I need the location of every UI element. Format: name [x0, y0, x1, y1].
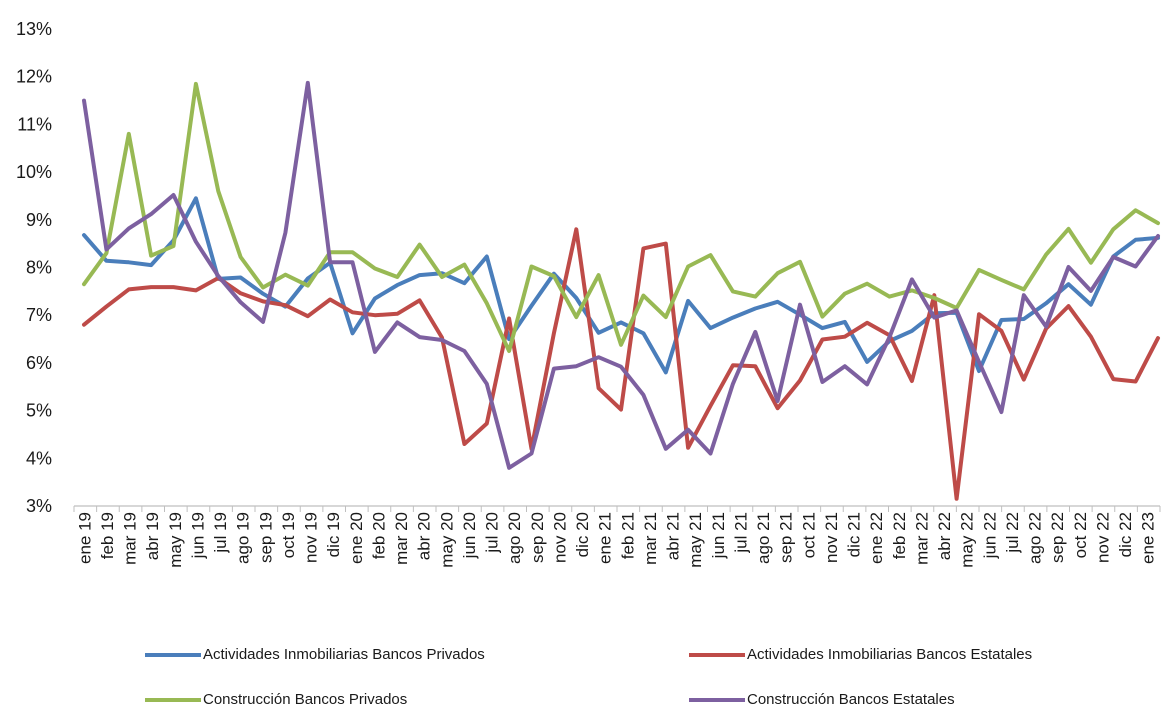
legend: Actividades Inmobiliarias Bancos Privado… [0, 630, 1162, 708]
x-tick-label: jun 20 [460, 512, 479, 559]
x-tick-label: abr 21 [664, 512, 683, 560]
x-tick-label: jul 21 [731, 512, 750, 554]
legend-item-construccion-estatales: Construcción Bancos Estatales [689, 691, 955, 708]
x-tick-label: dic 22 [1116, 512, 1135, 557]
y-tick-label: 13% [16, 19, 52, 39]
x-tick-label: feb 19 [98, 512, 117, 559]
x-tick-label: dic 19 [324, 512, 343, 557]
y-axis: 3% 4% 5% 6% 7% 8% 9% 10% 11% 12% 13% [16, 19, 52, 516]
y-tick-label: 8% [26, 258, 52, 278]
x-tick-label: nov 20 [550, 512, 569, 563]
x-tick-label: ago 19 [234, 512, 253, 564]
legend-swatch [689, 652, 745, 657]
x-tick-label: sep 19 [256, 512, 275, 563]
x-tick-label: ene 20 [347, 512, 366, 564]
x-tick-label: feb 21 [618, 512, 637, 559]
legend-swatch [689, 697, 745, 702]
x-tick-label: dic 21 [845, 512, 864, 557]
x-tick-label: jul 22 [1003, 512, 1022, 554]
y-tick-label: 3% [26, 496, 52, 516]
x-tick-label: may 20 [437, 512, 456, 568]
y-tick-label: 6% [26, 353, 52, 373]
y-tick-label: 7% [26, 305, 52, 325]
series-line-3 [82, 80, 1160, 470]
legend-item-actividades-estatales: Actividades Inmobiliarias Bancos Estatal… [689, 646, 1032, 663]
x-tick-label: may 19 [166, 512, 185, 568]
x-tick-label: ene 21 [596, 512, 615, 564]
y-tick-label: 9% [26, 210, 52, 230]
x-tick-label: jun 19 [188, 512, 207, 559]
y-tick-label: 10% [16, 162, 52, 182]
x-tick-label: sep 20 [528, 512, 547, 563]
line-chart: 3%4%5%6%7%8%9%10%11%12%13% ene 19 feb 19 m… [16, 19, 1161, 568]
x-tick-label: feb 22 [890, 512, 909, 559]
series-line-0 [82, 196, 1160, 375]
x-tick-label: may 21 [686, 512, 705, 568]
legend-label: Construcción Bancos Estatales [747, 691, 955, 708]
x-tick-label: may 22 [958, 512, 977, 568]
legend-item-actividades-privados: Actividades Inmobiliarias Bancos Privado… [145, 646, 485, 663]
x-tick-label: ago 21 [754, 512, 773, 564]
x-tick-label: ago 22 [1026, 512, 1045, 564]
x-tick-label: ene 23 [1139, 512, 1158, 564]
x-tick-label: mar 20 [392, 512, 411, 565]
x-tick-label: abr 19 [143, 512, 162, 560]
y-tick-label: 11% [17, 114, 52, 134]
x-tick-label: sep 22 [1048, 512, 1067, 563]
x-axis: ene 19 feb 19 mar 19 abr 19 may 19 jun 19 jul … [73, 505, 1161, 568]
y-tick-label: 4% [26, 448, 52, 468]
series-layer [82, 80, 1160, 501]
legend-label: Actividades Inmobiliarias Bancos Privado… [203, 646, 485, 663]
y-tick-label: 5% [26, 401, 52, 421]
legend-label: Actividades Inmobiliarias Bancos Estatal… [747, 646, 1033, 663]
x-tick-label: ene 22 [867, 512, 886, 564]
x-tick-label: oct 19 [279, 512, 298, 558]
legend-label: Construcción Bancos Privados [203, 691, 408, 708]
legend-swatch [145, 652, 201, 657]
x-tick-label: abr 22 [935, 512, 954, 560]
x-tick-label: nov 22 [1093, 512, 1112, 563]
x-tick-label: oct 21 [799, 512, 818, 558]
y-tick-label: 12% [16, 67, 52, 87]
x-tick-label: nov 19 [302, 512, 321, 563]
x-tick-label: ene 19 [75, 512, 94, 564]
x-tick-label: jul 19 [211, 512, 230, 554]
legend-swatch [145, 697, 201, 702]
x-tick-label: ago 20 [505, 512, 524, 564]
x-tick-label: jun 22 [980, 512, 999, 559]
x-tick-label: dic 20 [573, 512, 592, 557]
x-tick-label: oct 22 [1071, 512, 1090, 558]
x-tick-label: feb 20 [369, 512, 388, 559]
x-tick-label: jun 21 [709, 512, 728, 559]
x-tick-label: mar 21 [641, 512, 660, 565]
series-line-2 [82, 81, 1160, 353]
x-tick-label: jul 20 [483, 512, 502, 554]
x-tick-label: mar 19 [121, 512, 140, 565]
x-tick-label: sep 21 [777, 512, 796, 563]
series-line-1 [82, 227, 1160, 501]
x-tick-label: abr 20 [415, 512, 434, 560]
legend-item-construccion-privados: Construcción Bancos Privados [145, 691, 407, 708]
x-tick-label: mar 22 [912, 512, 931, 565]
x-tick-label: nov 21 [822, 512, 841, 563]
